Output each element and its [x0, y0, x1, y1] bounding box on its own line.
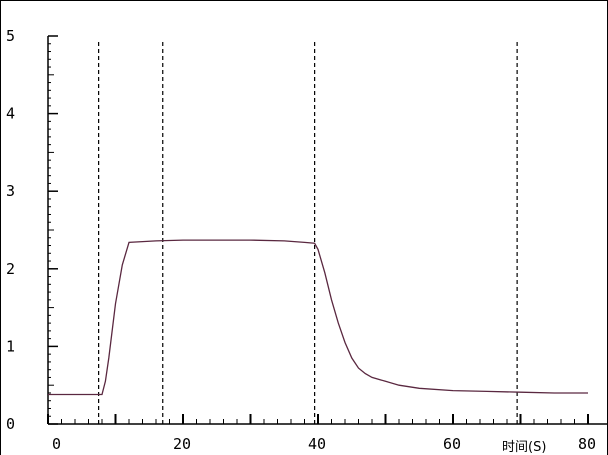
series-group — [48, 239, 588, 396]
x-tick-label: 20 — [173, 435, 191, 453]
y-tick-label: 3 — [6, 182, 15, 200]
y-tick-label: 4 — [6, 105, 15, 123]
x-tick-label: 60 — [443, 435, 461, 453]
y-ticks-group: 0 1 2 3 4 5 — [6, 27, 58, 433]
y-tick-label: 5 — [6, 27, 15, 45]
x-tick-label: 80 — [578, 435, 596, 453]
reference-lines-group — [98, 42, 518, 424]
x-axis-label: 时间(S) — [502, 440, 546, 455]
series-line — [48, 239, 588, 396]
axes-group — [47, 36, 608, 425]
x-ticks-group: 0 20 40 60 80 — [47, 414, 596, 453]
y-tick-label: 0 — [6, 415, 15, 433]
x-tick-label: 40 — [308, 435, 326, 453]
x-tick-label: 0 — [52, 435, 61, 453]
y-tick-label: 2 — [6, 260, 15, 278]
y-tick-label: 1 — [6, 337, 15, 355]
